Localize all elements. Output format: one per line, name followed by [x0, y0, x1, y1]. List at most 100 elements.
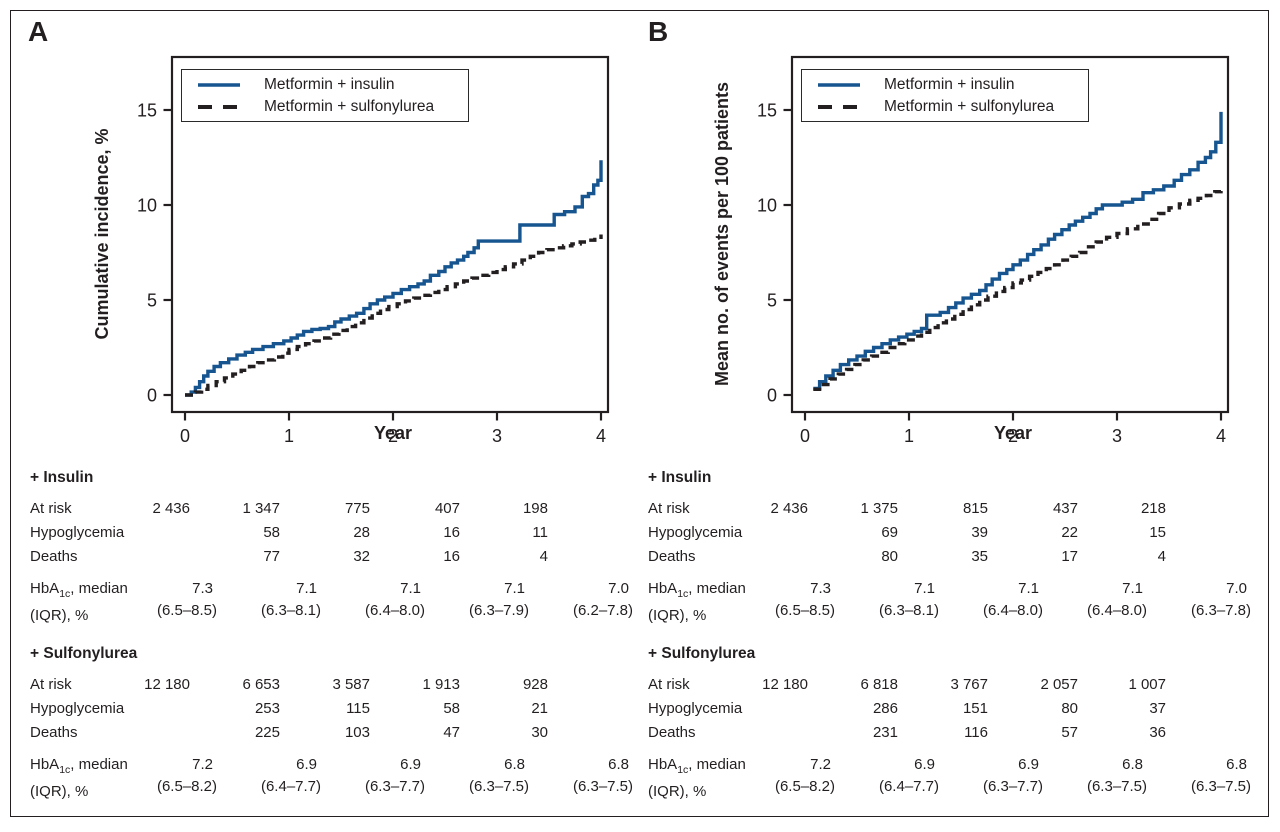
table-cell: 37	[1149, 700, 1166, 717]
row-label: At risk	[648, 676, 690, 693]
panel-label-a: A	[28, 16, 49, 47]
table-cell-first: At risk 2 436	[30, 497, 190, 521]
y-tick-label: 15	[137, 101, 157, 121]
table-cell: 69	[881, 524, 898, 541]
table-cell-first: Deaths	[30, 545, 190, 569]
table-cell: 437	[1052, 500, 1078, 517]
table-cell-first: At risk 2 436	[648, 497, 808, 521]
table-group-header: + Sulfonylurea	[648, 645, 756, 662]
row-label: At risk	[30, 676, 72, 693]
legend-label: Metformin + sulfonylurea	[884, 98, 1055, 115]
x-tick-label: 3	[492, 426, 502, 446]
row-label: At risk	[30, 500, 72, 517]
table-cell: 15	[1149, 524, 1166, 541]
table-cell: 6.8 (6.3–7.5)	[1190, 756, 1252, 795]
table-cell-first: At risk 12 180	[30, 673, 190, 697]
table-cell: 7.1 (6.3–7.9)	[468, 580, 530, 619]
table-cell: 6.9 (6.4–7.7)	[878, 756, 940, 795]
table-cell: 7.1 (6.3–8.1)	[878, 580, 940, 619]
table-cell: 6.9 (6.3–7.7)	[364, 756, 426, 795]
table-cell: 1 913	[422, 676, 460, 693]
table-cell: 116	[964, 724, 988, 741]
row-label: Hypoglycemia	[648, 700, 743, 717]
legend-a: Metformin + insulin Metformin + sulfonyl…	[181, 69, 469, 122]
table-cell: 103	[344, 724, 370, 741]
x-tick-label: 2	[1008, 426, 1018, 446]
table-cell: 407	[434, 500, 460, 517]
row-label: HbA1c, median (IQR), %	[30, 756, 128, 800]
table-row: At risk 12 180 6 818 3 767 2 057 1 007	[648, 673, 1280, 697]
row-label: Deaths	[648, 548, 696, 565]
y-tick-label: 10	[137, 196, 157, 216]
row-label: At risk	[648, 500, 690, 517]
solid-line-sample-icon	[198, 83, 240, 87]
table-row-hba1c: HbA1c, median (IQR), % 7.2 (6.5–8.2) 6.9 (6.4…	[648, 754, 1280, 803]
chart-plot-a: 0 1 2 3 4 0 5 10 15	[137, 55, 610, 446]
risk-table-b: + Insulin At risk 2 436 1 375 815 437 218 Hypog…	[648, 468, 1280, 803]
series-line-metformin-sulfonylurea	[185, 234, 603, 397]
row-label: Deaths	[648, 724, 696, 741]
table-cell: 286	[872, 700, 898, 717]
dashed-line-sample-icon	[818, 105, 860, 109]
table-cell: 32	[353, 548, 370, 565]
table-row: At risk 2 436 1 375 815 437 218	[648, 497, 1280, 521]
table-cell: 36	[1149, 724, 1166, 741]
table-row: Deaths 225 103 47 30	[30, 721, 670, 745]
table-row: Hypoglycemia 253 115 58 21	[30, 697, 670, 721]
table-cell-first: Deaths	[30, 721, 190, 745]
table-cell: 7.3 (6.5–8.5)	[156, 580, 218, 619]
table-cell: 3 587	[332, 676, 370, 693]
row-label: HbA1c, median (IQR), %	[30, 580, 128, 624]
row-label: HbA1c, median (IQR), %	[648, 580, 746, 624]
table-row: At risk 12 180 6 653 3 587 1 913 928	[30, 673, 670, 697]
table-cell: 7.1 (6.4–8.0)	[364, 580, 426, 619]
y-tick-label: 0	[767, 386, 777, 406]
legend-label: Metformin + insulin	[264, 76, 395, 93]
table-cell: 7.2 (6.5–8.2)	[774, 756, 836, 795]
x-tick-label: 0	[180, 426, 190, 446]
x-tick-label: 2	[388, 426, 398, 446]
table-cell: 6.9 (6.4–7.7)	[260, 756, 322, 795]
table-cell: 16	[443, 548, 460, 565]
table-cell: 7.0 (6.2–7.8)	[572, 580, 634, 619]
series-line-metformin-insulin	[185, 160, 603, 397]
table-row-hba1c: HbA1c, median (IQR), % 7.3 (6.5–8.5) 7.1 (6.3…	[30, 578, 670, 627]
table-cell: 39	[971, 524, 988, 541]
table-cell: 7.1 (6.4–8.0)	[982, 580, 1044, 619]
table-cell: 11	[532, 524, 548, 541]
table-cell: 6.8 (6.3–7.5)	[1086, 756, 1148, 795]
legend-label: Metformin + sulfonylurea	[264, 98, 435, 115]
table-group-header: + Insulin	[30, 469, 94, 486]
table-group-header: + Sulfonylurea	[30, 645, 138, 662]
legend-label: Metformin + insulin	[884, 76, 1015, 93]
x-axis-label-b: Year	[993, 423, 1033, 443]
y-tick-label: 0	[147, 386, 157, 406]
table-cell: 7.1 (6.4–8.0)	[1086, 580, 1148, 619]
y-tick-label: 15	[757, 101, 777, 121]
table-cell: 1 375	[860, 500, 898, 517]
legend-item: Metformin + insulin	[196, 74, 468, 96]
table-cell: 6 818	[860, 676, 898, 693]
x-tick-label: 3	[1112, 426, 1122, 446]
table-cell-first: Hypoglycemia	[30, 697, 190, 721]
table-cell: 3 767	[950, 676, 988, 693]
table-cell: 253	[254, 700, 280, 717]
legend-item: Metformin + sulfonylurea	[196, 96, 468, 118]
table-cell: 7.2 (6.5–8.2)	[156, 756, 218, 795]
row-label: Deaths	[30, 724, 78, 741]
table-cell: 1 007	[1128, 676, 1166, 693]
table-cell: 151	[962, 700, 988, 717]
legend-item: Metformin + insulin	[816, 74, 1088, 96]
table-cell: 7.1 (6.3–8.1)	[260, 580, 322, 619]
table-cell: 115	[346, 700, 370, 717]
row-label: Hypoglycemia	[30, 524, 125, 541]
row-label: HbA1c, median (IQR), %	[648, 756, 746, 800]
table-cell: 6.8 (6.3–7.5)	[468, 756, 530, 795]
y-tick-label: 10	[757, 196, 777, 216]
table-cell: 7.0 (6.3–7.8)	[1190, 580, 1252, 619]
table-cell: 77	[263, 548, 280, 565]
table-cell: 22	[1061, 524, 1078, 541]
table-row: Deaths 77 32 16 4	[30, 545, 670, 569]
table-cell: 28	[353, 524, 370, 541]
table-cell: 35	[971, 548, 988, 565]
